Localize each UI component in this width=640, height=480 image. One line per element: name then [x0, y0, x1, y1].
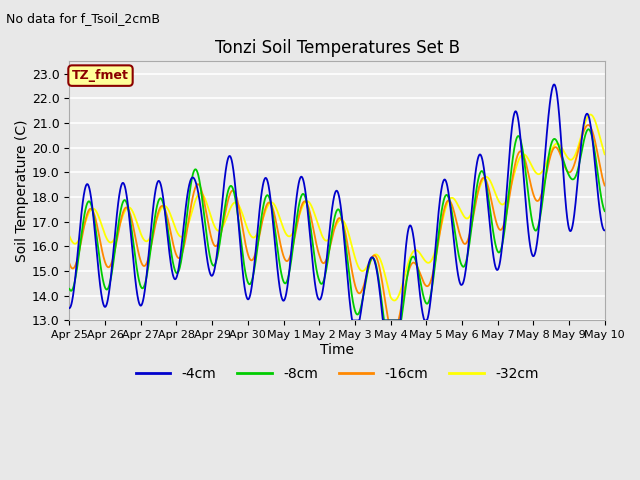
- Y-axis label: Soil Temperature (C): Soil Temperature (C): [15, 120, 29, 262]
- Text: No data for f_Tsoil_2cmB: No data for f_Tsoil_2cmB: [6, 12, 161, 25]
- X-axis label: Time: Time: [320, 343, 354, 357]
- Text: TZ_fmet: TZ_fmet: [72, 69, 129, 82]
- Legend: -4cm, -8cm, -16cm, -32cm: -4cm, -8cm, -16cm, -32cm: [130, 361, 544, 386]
- Title: Tonzi Soil Temperatures Set B: Tonzi Soil Temperatures Set B: [214, 39, 460, 57]
